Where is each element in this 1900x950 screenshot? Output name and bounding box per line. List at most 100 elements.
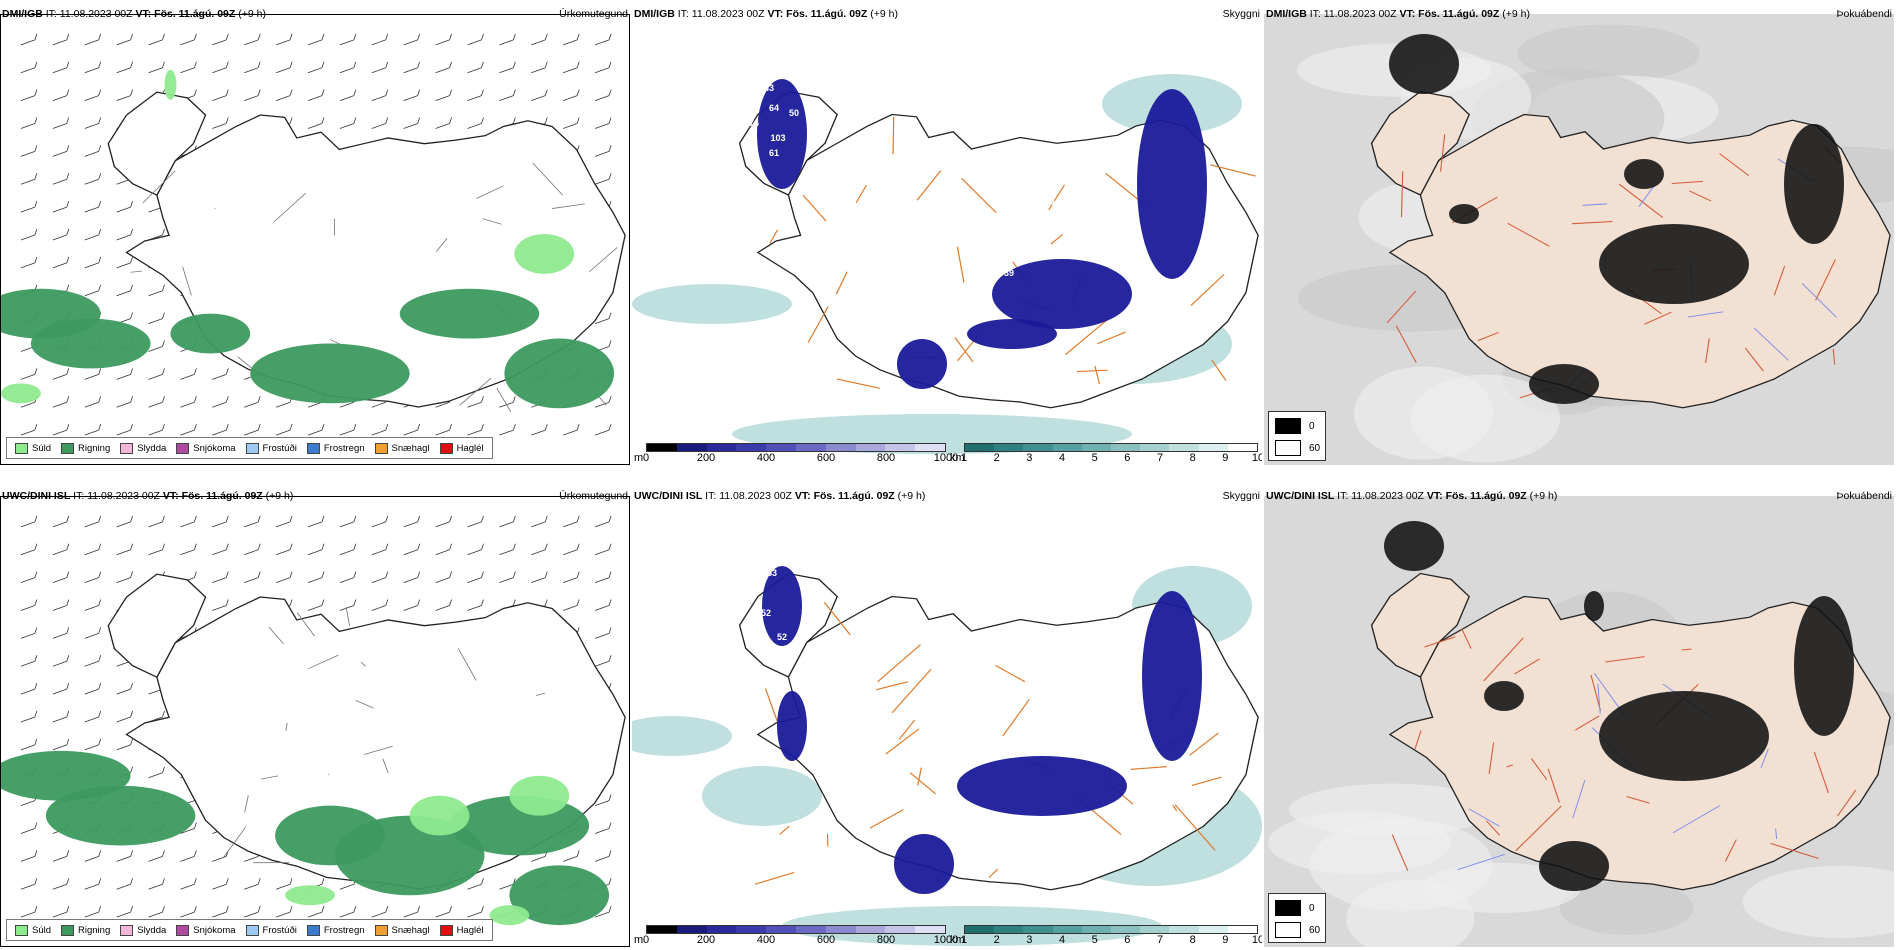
colorbar-scale [646, 443, 946, 452]
colorbar-tick: 600 [817, 934, 835, 946]
legend-label: Snæhagl [392, 925, 430, 936]
visibility-value: 68 [1039, 173, 1049, 183]
lead-time: (+9 h) [266, 490, 294, 502]
visibility-value: 32 [979, 716, 989, 726]
legend-item: Snjókoma [176, 443, 235, 454]
colorbar-ticks: 1 2 3 4 5 6 7 8 9 10 [964, 452, 1258, 465]
legend-label: Frostregn [324, 925, 365, 936]
road-line [497, 388, 511, 412]
visibility-value: 67 [845, 750, 855, 760]
colorbar-tick: 8 [1190, 934, 1196, 946]
model-name: DMI/IGB [634, 8, 675, 20]
colorbar-tick: 1 [961, 452, 967, 464]
visibility-value: 43 [764, 83, 774, 93]
legend-swatch [120, 443, 133, 454]
visibility-value: 46 [1062, 178, 1072, 188]
colorbar-tick: 4 [1059, 452, 1065, 464]
road-line [131, 271, 142, 272]
legend-swatch [120, 925, 133, 936]
colorbar-ticks: 0 200 400 600 800 1000 [646, 934, 946, 947]
colorbar-tick: 600 [817, 452, 835, 464]
lead-time: (+9 h) [870, 8, 898, 20]
precip-type-legend: Súld Rigning Slydda Snjókoma Frostúði Frostre… [6, 437, 493, 459]
drizzle-area [489, 905, 529, 925]
visibility-value: 38 [999, 243, 1009, 253]
fog-legend-row: 0 [1275, 418, 1325, 434]
visibility-value: 49 [1089, 668, 1099, 678]
visibility-value: 41 [1039, 693, 1049, 703]
valid-time-value: Fös. 11.ágú. 09Z [814, 490, 895, 502]
colorbar-unit: m [634, 452, 643, 464]
road-line [765, 688, 778, 723]
legend-swatch [15, 925, 28, 936]
fog-index-area [1794, 596, 1854, 736]
legend-swatch [61, 443, 74, 454]
colorbar-scale [964, 443, 1258, 452]
map-canvas: 5453525213 1093074249534154 41414232362567… [632, 496, 1262, 947]
drizzle-area [164, 70, 176, 100]
legend-item: Frostregn [307, 443, 365, 454]
visibility-value: 307 [1076, 542, 1091, 552]
visibility-value: 48 [1089, 143, 1099, 153]
drizzle-area [509, 776, 569, 816]
colorbar-tick: 0 [643, 452, 649, 464]
colorbar-unit: m [634, 934, 643, 946]
fog-index-area [1584, 591, 1604, 621]
black-square-icon [1275, 418, 1301, 434]
legend-item: Frostúði [246, 443, 297, 454]
low-visibility-area [777, 691, 807, 761]
colorbar-tick: 200 [697, 452, 715, 464]
legend-label: Slydda [137, 925, 166, 936]
sea-visibility-haze [632, 716, 732, 756]
map-canvas: 814364 5074103617763484468 464744413672383… [632, 14, 1262, 465]
visibility-colorbar: km 1 2 3 4 5 6 7 8 9 10 [964, 925, 1258, 947]
legend-swatch [246, 925, 259, 936]
road-line [755, 872, 794, 884]
visibility-value: 44 [1079, 168, 1089, 178]
visibility-value: 41 [1077, 706, 1087, 716]
visibility-value: 25 [973, 738, 983, 748]
low-visibility-area [967, 319, 1057, 349]
lead-time: (+9 h) [238, 8, 266, 20]
field-title: Skyggni [1223, 6, 1260, 22]
legend-item: Haglél [440, 925, 484, 936]
legend-swatch [375, 443, 388, 454]
legend-swatch [176, 443, 189, 454]
valid-time-label: VT: [768, 8, 784, 20]
valid-time-label: VT: [795, 490, 811, 502]
valid-time-value: Fös. 11.ágú. 09Z [1446, 490, 1527, 502]
field-title: Skyggni [1223, 488, 1260, 504]
visibility-value: 41 [863, 756, 873, 766]
init-time-value: 11.08.2023 00Z [1324, 8, 1397, 20]
fog-index-area [1484, 681, 1524, 711]
colorbar-tick: 400 [757, 452, 775, 464]
model-name: UWC/DINI ISL [1266, 490, 1334, 502]
fog-index-area [1529, 364, 1599, 404]
init-time-value: 11.08.2023 00Z [1351, 490, 1424, 502]
model-name: DMI/IGB [1266, 8, 1307, 20]
field-title: Úrkomutegund [559, 488, 628, 504]
fog-index-area [1539, 841, 1609, 891]
visibility-value: 41 [1035, 208, 1045, 218]
colorbar-tick: 10 [1252, 934, 1262, 946]
legend-item: Rigning [61, 925, 110, 936]
road-line [1833, 349, 1834, 365]
visibility-value: 103 [770, 133, 785, 143]
colorbar-tick: 5 [1092, 452, 1098, 464]
legend-label: Snjókoma [193, 925, 235, 936]
panel-uwc-dini-isl-úrkomutegund: UWC/DINI ISL IT: 11.08.2023 00Z VT: Fös.… [0, 482, 630, 947]
colorbar-tick: 7 [1157, 452, 1163, 464]
legend-item: Haglél [440, 443, 484, 454]
low-visibility-area [1137, 89, 1207, 279]
colorbar-tick: 9 [1222, 934, 1228, 946]
legend-swatch [61, 925, 74, 936]
map-frame [0, 496, 630, 947]
black-square-icon [1275, 900, 1301, 916]
init-time-value: 11.08.2023 00Z [719, 490, 792, 502]
legend-label: Snjókoma [193, 443, 235, 454]
low-visibility-area [957, 756, 1127, 816]
colorbar-scale [646, 925, 946, 934]
low-visibility-area [897, 339, 947, 389]
init-time-label: IT: [73, 490, 84, 502]
elevation-colorbar: m 0 200 400 600 800 1000 [646, 925, 946, 947]
